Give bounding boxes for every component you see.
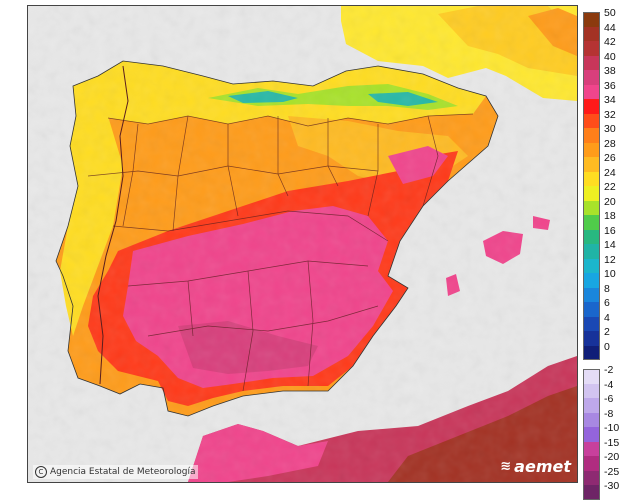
legend-positive-label: 36	[604, 79, 616, 92]
legend-positive-swatch	[583, 12, 600, 27]
legend-negative-label: -6	[604, 393, 614, 405]
legend-positive-label: 28	[604, 137, 616, 150]
legend-positive-swatch	[583, 258, 600, 273]
color-legend: 50 44 42 40 38 36 34 32 30 28 26 24 22 20 18 16 14 12 10 8 6…	[583, 7, 628, 500]
legend-negative-label: -8	[604, 407, 614, 420]
legend-positive-label: 18	[604, 210, 616, 222]
legend-positive-label: 8	[604, 282, 610, 295]
legend-negative-swatch	[583, 456, 600, 471]
legend-positive-swatch	[583, 157, 600, 172]
map-canvas	[28, 6, 577, 482]
legend-negative-label: -30	[604, 480, 620, 492]
legend-positive-swatch	[583, 302, 600, 317]
credit-text: Agencia Estatal de Meteorología	[50, 467, 196, 477]
legend-negative-swatch	[583, 427, 600, 442]
legend-negative-label: -4	[604, 378, 614, 391]
brand-text: aemet	[514, 457, 571, 476]
legend-positive-label: 34	[604, 94, 616, 106]
legend-positive-swatch	[583, 55, 600, 70]
legend-positive-swatch	[583, 70, 600, 85]
legend-positive-swatch	[583, 128, 600, 143]
legend-positive-swatch	[583, 331, 600, 346]
legend-negative-outline	[583, 369, 600, 500]
legend-positive-label: 38	[604, 65, 616, 77]
credit-line: C Agencia Estatal de Meteorología	[33, 465, 198, 479]
legend-negative-swatch	[583, 412, 600, 427]
copyright-icon: C	[35, 466, 47, 478]
legend-negative-label: -2	[604, 364, 614, 376]
legend-negative-swatch	[583, 398, 600, 413]
brand-logo: ≋ aemet	[500, 457, 571, 476]
legend-positive-label: 10	[604, 268, 616, 280]
legend-positive-label: 12	[604, 253, 616, 266]
legend-positive-label: 40	[604, 50, 616, 63]
legend-negative-swatch	[583, 441, 600, 456]
legend-negative-label: -20	[604, 451, 620, 463]
legend-positive-label: 22	[604, 181, 616, 193]
aemet-logo-icon: ≋	[500, 459, 512, 474]
texture-overlay	[28, 6, 577, 482]
legend-positive-label: 50	[604, 7, 616, 19]
coastline	[55, 60, 499, 417]
legend-positive-swatch	[583, 186, 600, 201]
temperature-map: C Agencia Estatal de Meteorología ≋ aeme…	[27, 5, 578, 483]
legend-positive-swatch	[583, 142, 600, 157]
legend-negative-swatch	[583, 485, 600, 500]
legend-positive-outline	[583, 12, 600, 360]
legend-positive-swatch	[583, 244, 600, 259]
province-borders	[87, 113, 474, 392]
legend-positive-swatch	[583, 345, 600, 360]
legend-positive-label: 2	[604, 326, 610, 338]
legend-positive-swatch	[583, 200, 600, 215]
legend-positive-swatch	[583, 41, 600, 56]
legend-positive-label: 14	[604, 239, 616, 251]
legend-positive-label: 32	[604, 108, 616, 121]
legend-negative-label: -10	[604, 422, 620, 434]
legend-negative-label: -25	[604, 465, 620, 478]
legend-positive-label: 24	[604, 166, 616, 179]
legend-negative-swatch	[583, 470, 600, 485]
legend-positive-label: 16	[604, 224, 616, 237]
legend-positive-label: 42	[604, 36, 616, 48]
legend-positive-label: 20	[604, 195, 616, 208]
legend-positive-swatch	[583, 229, 600, 244]
legend-negative-swatch	[583, 369, 600, 384]
legend-positive-label: 4	[604, 311, 610, 324]
legend-positive-label: 30	[604, 123, 616, 135]
legend-positive-swatch	[583, 171, 600, 186]
legend-positive-label: 0	[604, 340, 610, 353]
legend-negative-swatch	[583, 383, 600, 398]
legend-positive-swatch	[583, 215, 600, 230]
legend-positive-swatch	[583, 287, 600, 302]
legend-positive-label: 26	[604, 152, 616, 164]
legend-positive-swatch	[583, 273, 600, 288]
legend-positive-label: 6	[604, 297, 610, 309]
legend-negative-label: -15	[604, 436, 620, 449]
legend-positive-swatch	[583, 113, 600, 128]
legend-positive-label: 44	[604, 21, 616, 34]
portugal-border	[97, 65, 129, 385]
legend-positive-swatch	[583, 99, 600, 114]
legend-positive-swatch	[583, 84, 600, 99]
legend-positive-swatch	[583, 316, 600, 331]
legend-positive-swatch	[583, 26, 600, 41]
